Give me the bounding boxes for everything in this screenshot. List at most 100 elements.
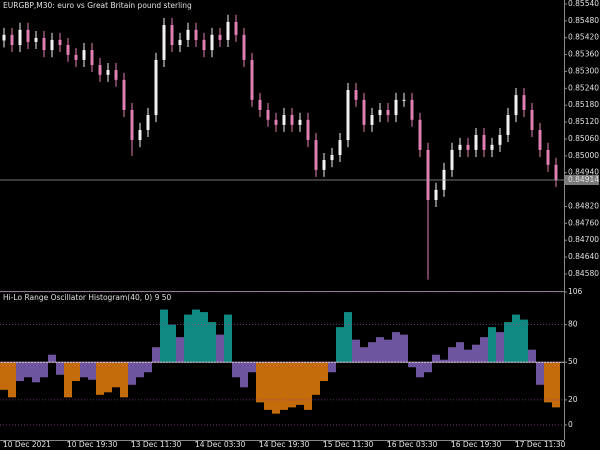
y-tick-label: 0.85000	[568, 151, 599, 160]
candle-body	[218, 34, 222, 40]
histogram-bar	[432, 354, 440, 363]
histogram-bar	[536, 362, 544, 385]
candle-body	[378, 109, 382, 116]
y-tick-label: 0.85120	[568, 117, 599, 126]
x-tick-label: 10 Dec 2021	[3, 440, 51, 449]
histogram-bar	[88, 362, 96, 380]
candle-body	[210, 34, 214, 51]
histogram-bar	[472, 344, 480, 363]
histogram-bar	[192, 309, 200, 363]
candle-body	[106, 70, 110, 75]
histogram-bar	[80, 362, 88, 378]
histogram-bar	[168, 324, 176, 363]
x-tick-label: 16 Dec 03:30	[387, 440, 438, 449]
candle-body	[274, 119, 278, 125]
histogram-bar	[56, 362, 64, 375]
candle-body	[522, 95, 526, 110]
candle-body	[322, 160, 326, 170]
candle-body	[458, 144, 462, 150]
candle-body	[530, 109, 534, 130]
histogram-bar	[16, 362, 24, 382]
histogram-bar	[144, 362, 152, 373]
histogram-bar	[544, 362, 552, 403]
candle-body	[402, 99, 406, 101]
candle-body	[418, 119, 422, 150]
candle-body	[58, 39, 62, 46]
chart-title: EURGBP,M30: euro vs Great Britain pound …	[3, 1, 192, 10]
histogram-bar	[136, 362, 144, 378]
indicator-pane: 106 80 50 20 0	[0, 287, 583, 429]
histogram-bar	[352, 339, 360, 363]
candle-body	[82, 50, 86, 60]
y-tick-label: 0.85420	[568, 33, 599, 42]
histogram-bar	[320, 362, 328, 382]
histogram-bar	[480, 337, 488, 363]
candle-body	[394, 99, 398, 116]
candle-body	[50, 39, 54, 51]
histogram-bar	[152, 347, 160, 363]
y-tick-label: 0.84580	[568, 269, 599, 278]
indicator-title: Hi-Lo Range Oscillator Histogram(40, 0) …	[3, 293, 172, 302]
candle-body	[114, 70, 118, 80]
candle-body	[498, 135, 502, 145]
candle-body	[506, 115, 510, 136]
histogram-bar	[72, 362, 80, 382]
candle-body	[66, 45, 70, 55]
y-tick-label: 106	[568, 287, 583, 296]
histogram-bar	[512, 314, 520, 363]
candle-body	[354, 90, 358, 100]
candle-body	[202, 39, 206, 51]
candle-body	[314, 140, 318, 170]
histogram-bar	[344, 312, 352, 363]
y-tick-label: 0.84760	[568, 218, 599, 227]
histogram-bar	[224, 314, 232, 363]
candle-body	[370, 115, 374, 125]
candle-body	[170, 25, 174, 46]
x-tick-label: 10 Dec 19:30	[67, 440, 118, 449]
candle-body	[450, 149, 454, 170]
histogram-bar	[96, 362, 104, 395]
y-tick-label: 0	[568, 420, 573, 429]
candle-body	[2, 34, 6, 41]
histogram-bar	[456, 342, 464, 363]
candle-body	[330, 154, 334, 161]
y-tick-label: 0.85060	[568, 134, 599, 143]
candle-body	[346, 90, 350, 141]
histogram-bar	[416, 362, 424, 378]
histogram-bar	[280, 362, 288, 410]
candle-body	[146, 115, 150, 130]
candle-body	[42, 37, 46, 51]
candle-body	[434, 189, 438, 200]
histogram-bar	[200, 312, 208, 363]
histogram-bar	[264, 362, 272, 410]
histogram-bar	[40, 362, 48, 378]
candle-body	[466, 144, 470, 150]
histogram-bar	[376, 337, 384, 363]
x-tick-label: 14 Dec 03:30	[195, 440, 246, 449]
histogram-bar	[368, 342, 376, 363]
histogram-bar	[360, 347, 368, 363]
candle-body	[18, 29, 22, 46]
histogram-bar	[288, 362, 296, 408]
y-tick-label: 0.85540	[568, 0, 599, 8]
histogram-bar	[240, 362, 248, 388]
candle-body	[410, 99, 414, 120]
candle-body	[546, 149, 550, 165]
candle-body	[178, 39, 182, 46]
y-tick-label: 80	[568, 320, 578, 329]
histogram-bar	[48, 354, 56, 363]
candle-body	[130, 109, 134, 141]
y-tick-label: 50	[568, 357, 578, 366]
candle-body	[10, 34, 14, 46]
histogram-bar	[408, 362, 416, 368]
candle-body	[306, 119, 310, 141]
y-tick-label: 20	[568, 395, 578, 404]
histogram-bar	[208, 322, 216, 363]
histogram-bar	[328, 362, 336, 373]
histogram-bar	[528, 349, 536, 363]
candle-body	[98, 64, 102, 75]
candle-body	[338, 140, 342, 155]
